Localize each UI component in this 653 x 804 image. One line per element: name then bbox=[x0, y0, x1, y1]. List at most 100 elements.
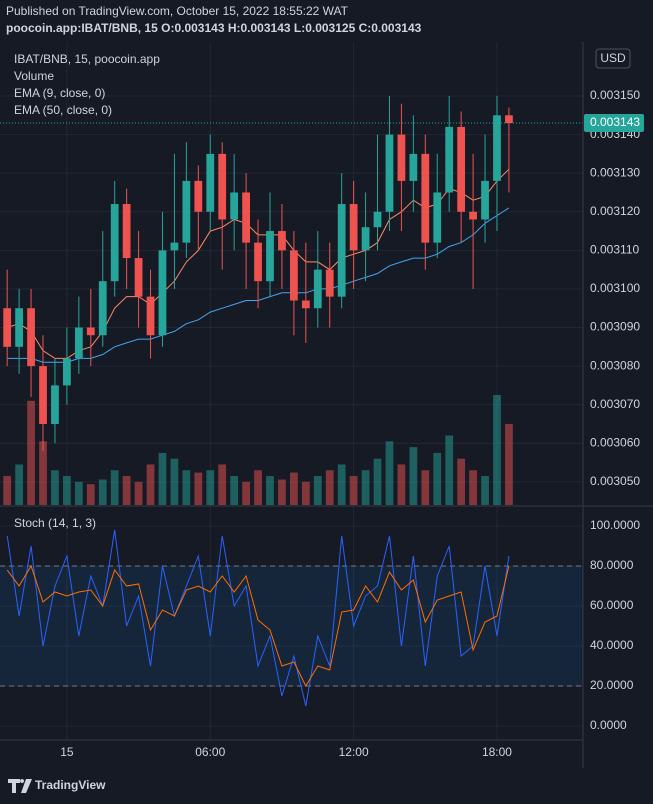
published: Published on TradingView.com, October 15… bbox=[6, 4, 349, 18]
y-tick-label: 40.0000 bbox=[590, 638, 634, 652]
y-tick-label: 0.003080 bbox=[590, 358, 640, 372]
volume-bar bbox=[373, 458, 382, 505]
candle-body bbox=[206, 153, 215, 212]
candle-body bbox=[445, 126, 454, 193]
volume-bar bbox=[254, 470, 262, 505]
band-fill bbox=[0, 566, 583, 686]
y-tick-label: 0.003100 bbox=[590, 281, 640, 295]
candle-body bbox=[313, 269, 322, 309]
volume-bar bbox=[98, 479, 107, 505]
currency-box[interactable] bbox=[595, 48, 631, 69]
volume-bar bbox=[51, 470, 59, 505]
volume-bar bbox=[86, 484, 95, 505]
candle-body bbox=[325, 269, 334, 297]
volume-bar bbox=[15, 464, 23, 505]
volume-bar bbox=[361, 470, 370, 505]
candle-body bbox=[39, 366, 47, 424]
brand: TradingView bbox=[35, 778, 106, 792]
volume-bar bbox=[182, 470, 191, 505]
candle-body bbox=[433, 192, 442, 243]
volume-bar bbox=[63, 476, 71, 505]
volume-bar bbox=[134, 481, 143, 505]
candle-body bbox=[373, 211, 382, 228]
y-tick-label: 0.003130 bbox=[590, 165, 640, 179]
currency[interactable]: USD bbox=[600, 51, 626, 65]
candle-body bbox=[349, 204, 358, 251]
y-tick-label: 0.003070 bbox=[590, 397, 640, 411]
x-tick-label: 12:00 bbox=[339, 745, 369, 759]
volume-bar bbox=[325, 470, 334, 505]
volume-bar bbox=[505, 423, 513, 505]
volume-bar bbox=[194, 472, 203, 505]
candle-body bbox=[337, 204, 346, 297]
candle-body bbox=[457, 126, 466, 212]
volume-bar bbox=[481, 476, 489, 505]
volume-bar bbox=[27, 400, 35, 505]
candle-body bbox=[86, 327, 95, 336]
volume-bar bbox=[337, 464, 346, 505]
stoch-title: Stoch (14, 1, 3) bbox=[14, 516, 96, 530]
y-tick-label: 60.0000 bbox=[590, 598, 634, 612]
legend-ema50: EMA (50, close, 0) bbox=[14, 103, 112, 117]
candle-body bbox=[170, 242, 179, 251]
candle-body bbox=[3, 308, 12, 347]
volume-bar bbox=[421, 470, 430, 505]
volume-bar bbox=[349, 476, 358, 505]
x-tick-label: 06:00 bbox=[195, 745, 225, 759]
y-tick-label: 0.0000 bbox=[590, 718, 627, 732]
candle-body bbox=[51, 385, 59, 424]
plot: 15 06:00 12:00 18:00 0.003050 0.003060 0.00307… bbox=[0, 42, 644, 759]
volume-bar bbox=[110, 470, 119, 505]
candle-body bbox=[122, 204, 131, 259]
y-tick-label: 0.003090 bbox=[590, 320, 640, 334]
tv-logo bbox=[8, 779, 32, 793]
candle-body bbox=[290, 250, 298, 301]
candle-body bbox=[98, 281, 107, 336]
symbol-line: poocoin.app:IBAT/BNB, 15 O:0.003143 H:0.… bbox=[6, 21, 422, 35]
y-tick-label: 0.003060 bbox=[590, 435, 640, 449]
volume-bar bbox=[230, 476, 239, 505]
candle-body bbox=[301, 300, 310, 309]
x-tick-label: 18:00 bbox=[482, 745, 512, 759]
candle-body bbox=[182, 180, 191, 243]
volume-bar bbox=[170, 458, 179, 505]
candle-body bbox=[469, 211, 477, 220]
volume-bar bbox=[445, 435, 454, 505]
candle-body bbox=[505, 115, 513, 124]
candle-body bbox=[385, 134, 394, 212]
main-title: IBAT/BNB, 15, poocoin.app bbox=[14, 52, 160, 66]
candle-body bbox=[63, 358, 71, 386]
candle-body bbox=[230, 192, 239, 220]
candle-body bbox=[110, 204, 119, 282]
volume-bar bbox=[39, 441, 47, 505]
volume-bar bbox=[493, 395, 501, 505]
volume-bar bbox=[278, 479, 286, 505]
volume-bar bbox=[74, 481, 83, 505]
candle-body bbox=[15, 308, 23, 347]
volume-bar bbox=[469, 470, 477, 505]
y-tick-label: 0.003150 bbox=[590, 88, 640, 102]
volume-bar bbox=[158, 452, 167, 505]
volume-bar bbox=[301, 481, 310, 505]
volume-bar bbox=[206, 470, 215, 505]
volume-bar bbox=[242, 481, 250, 505]
last-price-label: 0.003143 bbox=[590, 115, 640, 129]
candle-body bbox=[218, 153, 227, 220]
x-tick-label: 15 bbox=[60, 745, 74, 759]
volume-bar bbox=[397, 464, 406, 505]
volume-bar bbox=[122, 476, 131, 505]
candle-body bbox=[74, 327, 83, 359]
volume-bar bbox=[218, 464, 227, 505]
y-tick-label: 0.003110 bbox=[590, 243, 639, 257]
volume-bar bbox=[3, 476, 12, 505]
y-tick-label: 100.0000 bbox=[590, 518, 640, 532]
candle-body bbox=[278, 231, 286, 251]
legend-ema9: EMA (9, close, 0) bbox=[14, 86, 105, 100]
candle-body bbox=[158, 250, 167, 336]
volume-bar bbox=[290, 472, 298, 505]
stoch-line bbox=[6, 529, 510, 707]
volume-bar bbox=[457, 458, 466, 505]
candle-body bbox=[493, 115, 501, 181]
